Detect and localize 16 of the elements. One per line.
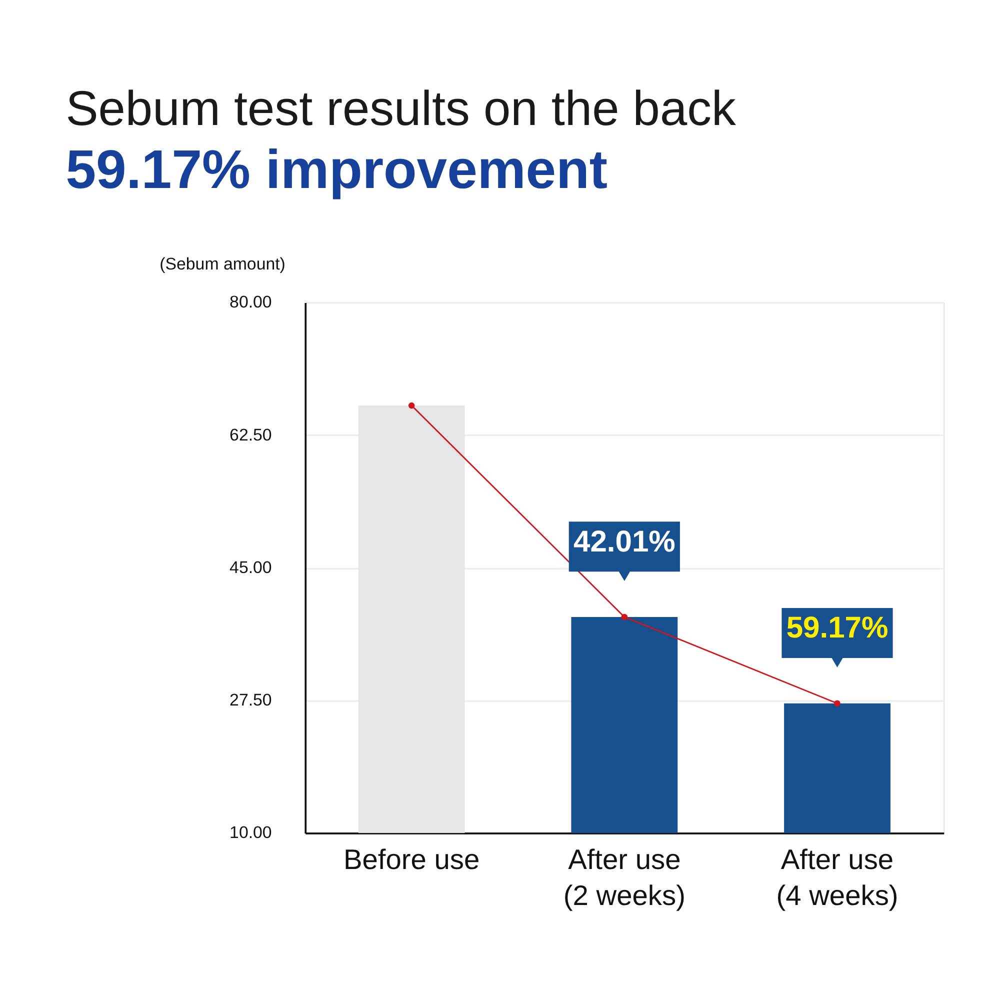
- y-axis-title: (Sebum amount): [160, 254, 286, 274]
- y-tick-label: 62.50: [230, 425, 272, 444]
- annotation: 59.17%: [786, 612, 888, 645]
- point: [621, 614, 628, 620]
- y-tick-label: 80.00: [230, 292, 272, 312]
- chart-title: Sebum test results on the back: [66, 82, 736, 136]
- point: [408, 402, 415, 409]
- x-tick-label: Before use: [343, 844, 480, 876]
- x-tick-label: After use (2 weeks): [563, 844, 686, 911]
- y-tick-label: 10.00: [230, 823, 272, 842]
- annotation: 42.01%: [573, 525, 676, 558]
- x-tick-label: After use (4 weeks): [776, 844, 898, 911]
- y-tick-label: 45.00: [230, 558, 272, 577]
- chart-subtitle: 59.17% improvement: [66, 138, 608, 200]
- point: [834, 700, 840, 707]
- y-tick-label: 27.50: [230, 690, 272, 710]
